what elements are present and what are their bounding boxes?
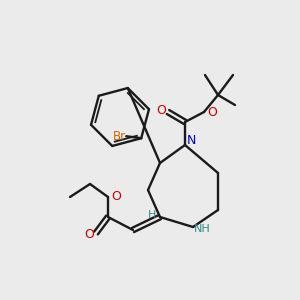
Text: H: H xyxy=(148,210,156,220)
Text: Br: Br xyxy=(113,130,126,143)
Text: O: O xyxy=(156,103,166,116)
Text: N: N xyxy=(186,134,196,146)
Text: O: O xyxy=(111,190,121,202)
Text: O: O xyxy=(84,229,94,242)
Text: O: O xyxy=(207,106,217,118)
Text: NH: NH xyxy=(194,224,210,234)
